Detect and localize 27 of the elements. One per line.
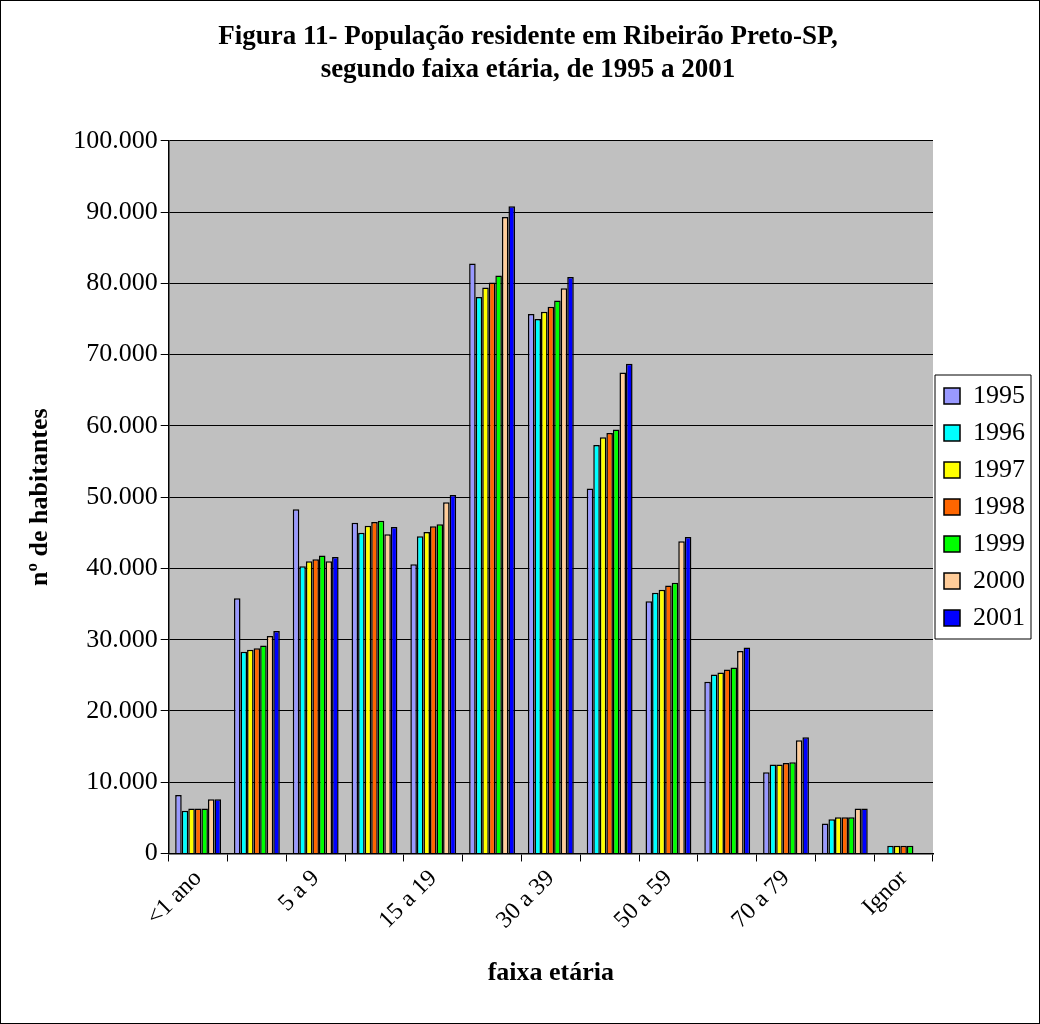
x-tick-label: 70 a 79: [725, 864, 795, 933]
y-tick-label: 80.000: [86, 267, 158, 297]
chart-title: Figura 11- População residente em Ribeirão Preto-SP, segundo faixa etária, de 1995 a 2001: [218, 20, 838, 83]
y-tick-label: 50.000: [86, 480, 158, 510]
legend-label: 1997: [973, 453, 1025, 483]
x-axis-title: faixa etária: [487, 957, 615, 987]
legend-label: 1998: [973, 490, 1025, 520]
legend-label: 2000: [973, 564, 1025, 594]
y-axis-title: nº de habitantes: [24, 408, 54, 586]
legend-label: 1995: [973, 379, 1025, 409]
x-tick-label: 50 a 59: [608, 864, 677, 933]
y-tick-label: 60.000: [86, 409, 158, 439]
x-tick-label: 5 a 9: [272, 864, 324, 916]
legend-label: 1996: [973, 416, 1025, 446]
y-tick-label: 30.000: [86, 623, 158, 653]
legend-label: 2001: [973, 601, 1025, 631]
y-tick-label: 100.000: [73, 124, 158, 154]
x-tick-label: 30 a 39: [490, 864, 559, 933]
legend-label: 1999: [973, 527, 1025, 557]
x-tick-label: 15 a 19: [372, 864, 442, 933]
y-tick-label: 40.000: [86, 552, 158, 582]
y-tick-label: 90.000: [86, 195, 158, 225]
y-tick-label: 10.000: [86, 766, 158, 796]
y-tick-label: 0: [144, 837, 158, 867]
y-tick-label: 20.000: [86, 694, 158, 724]
y-tick-label: 70.000: [86, 338, 158, 368]
x-tick-label: <1 ano: [140, 864, 207, 930]
